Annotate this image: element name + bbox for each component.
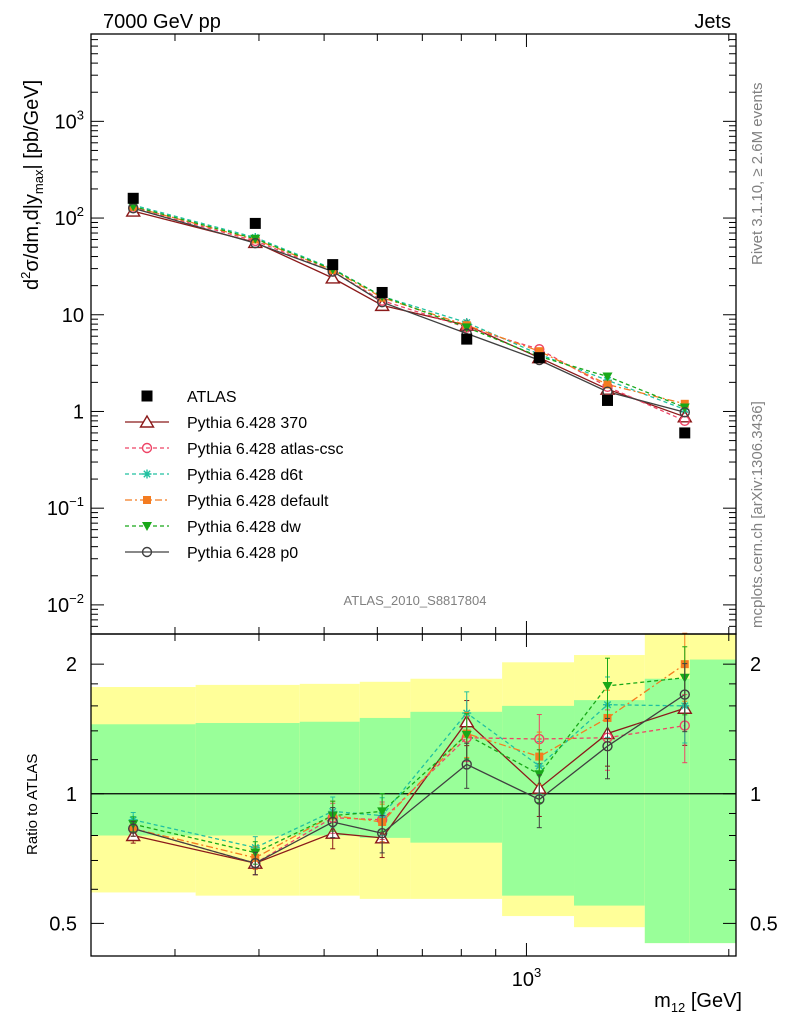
tick-label-exponent: 2 [77, 204, 84, 219]
ratio-y-tick-label-right: 0.5 [750, 913, 778, 935]
ratio-series-point [461, 730, 472, 740]
main-series-point [461, 323, 472, 333]
main-y-tick-label: 103 [55, 107, 84, 133]
legend-entry-label: ATLAS [187, 389, 237, 406]
tick-label-base: 10 [47, 498, 69, 520]
tick-label-base: 10 [512, 969, 534, 991]
ratio-series-line [133, 693, 686, 864]
analysis-id-label: ATLAS_2010_S8817804 [344, 593, 487, 608]
main-series-point [535, 347, 544, 356]
atlas-data-point [461, 333, 473, 345]
atlas-data-point [601, 394, 613, 406]
rivet-version-label: Rivet 3.1.10, ≥ 2.6M events [749, 83, 766, 266]
green-band-bin [195, 723, 300, 836]
tick-label-exponent: 3 [77, 107, 84, 122]
main-series-line [133, 207, 685, 413]
ratio-series-point [602, 681, 613, 691]
legend-entry-label: Pythia 6.428 370 [187, 415, 307, 432]
ratio-series-point [376, 827, 388, 839]
main-series-point [603, 380, 612, 389]
ratio-y-tick-label-left: 0.5 [49, 913, 77, 935]
legend-marker [142, 522, 152, 531]
ratio-y-tick-label-left: 2 [66, 654, 77, 676]
main-y-axis-label: d2σ/dm,d|ymax| [pb/GeV] [18, 80, 46, 290]
main-series-line [133, 205, 686, 409]
tick-label-exponent: −2 [69, 591, 84, 606]
legend-marker [139, 414, 155, 428]
main-series-point [325, 270, 341, 284]
atlas-data-point [127, 192, 139, 204]
ratio-series-point [327, 816, 338, 828]
tick-label-exponent: 3 [534, 965, 541, 980]
main-series-group [125, 192, 693, 439]
ratio-series-point [250, 857, 261, 869]
main-series-line [133, 207, 686, 422]
ratio-series-point [461, 759, 472, 770]
ratio-series-point [377, 807, 388, 817]
main-series-point [128, 203, 139, 214]
main-series-point [602, 372, 613, 382]
ratio-series-line [133, 707, 686, 864]
atlas-data-point [249, 217, 261, 229]
legend-entry-label: Pythia 6.428 p0 [187, 545, 298, 562]
legend-entry-label: Pythia 6.428 d6t [187, 467, 303, 484]
legend-marker [141, 390, 153, 402]
main-series-line [133, 204, 686, 411]
ratio-series-point [679, 689, 690, 700]
ratio-series-point [602, 740, 613, 752]
legend-marker [142, 469, 152, 479]
tick-label-base: 10 [55, 111, 77, 133]
mcplots-source-label: mcplots.cern.ch [arXiv:1306.3436] [749, 401, 766, 628]
legend-marker [143, 496, 151, 504]
green-band-bin [410, 711, 503, 843]
x-tick-label: 103 [512, 965, 541, 991]
green-band-bin [91, 724, 196, 836]
main-y-tick-label: 10 [62, 305, 84, 327]
green-band-bin [502, 705, 575, 896]
main-y-tick-label: 10−2 [47, 591, 84, 617]
header-process-label: Jets [694, 11, 731, 33]
ratio-series-group [125, 632, 693, 876]
legend-entry-label: Pythia 6.428 atlas-csc [187, 441, 344, 458]
ratio-y-tick-label-right: 2 [750, 654, 761, 676]
legend-entry-label: Pythia 6.428 dw [187, 519, 301, 536]
main-y-tick-label: 102 [55, 204, 84, 230]
tick-label-base: 10 [55, 208, 77, 230]
ratio-plot-frame [90, 633, 737, 957]
ratio-series-point [128, 823, 139, 834]
main-plot-frame [90, 33, 737, 635]
ratio-y-tick-label-left: 1 [66, 784, 77, 806]
tick-label-exponent: −1 [69, 494, 84, 509]
main-series-point [679, 407, 690, 418]
atlas-data-point [533, 352, 545, 364]
main-series-point [250, 237, 261, 249]
ratio-series-line [133, 663, 686, 859]
legend: ATLAS Pythia 6.428 370 Pythia 6.428 atlas-… [125, 389, 344, 562]
green-band-bin [689, 659, 736, 944]
ratio-y-axis-label: Ratio to ATLAS [24, 754, 41, 855]
header-energy-label: 7000 GeV pp [103, 11, 221, 33]
main-series-line [133, 210, 686, 418]
tick-label-base: 10 [47, 595, 69, 617]
main-y-tick-label: 10−1 [47, 494, 84, 520]
atlas-data-point [327, 259, 339, 271]
main-y-tick-label: 1 [73, 401, 84, 423]
ratio-series-line [133, 677, 685, 854]
legend-marker [141, 442, 153, 454]
axis-ticks [91, 33, 736, 956]
legend-entry-label: Pythia 6.428 default [187, 493, 329, 510]
green-band-bin [644, 678, 690, 944]
x-axis-label: m12 [GeV] [654, 990, 742, 1015]
ratio-y-tick-label-right: 1 [750, 784, 761, 806]
atlas-data-point [679, 427, 691, 439]
ratio-series-point [534, 794, 545, 805]
legend-marker [141, 546, 153, 558]
atlas-data-point [376, 286, 388, 298]
